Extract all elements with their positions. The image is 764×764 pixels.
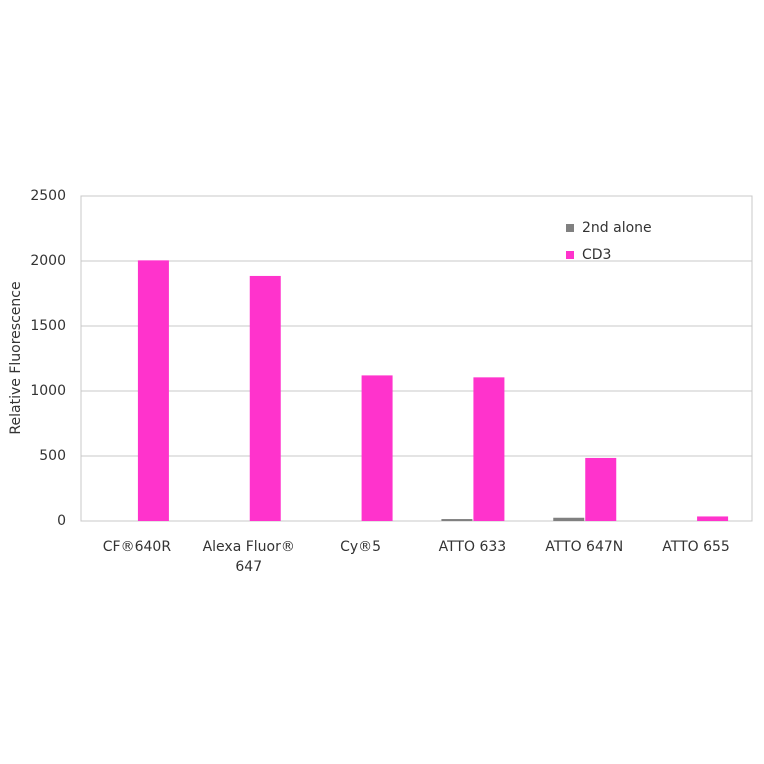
x-tick-label: CF®640R	[102, 539, 172, 555]
bar	[137, 260, 169, 521]
legend-swatch	[566, 224, 574, 232]
x-tick-label: Cy®5	[340, 539, 382, 555]
y-tick-label: 1500	[30, 318, 66, 334]
y-tick-label: 500	[39, 448, 66, 464]
y-tick-label: 2000	[30, 253, 66, 269]
bar	[361, 375, 393, 521]
bar	[553, 517, 585, 521]
legend-label: 2nd alone	[582, 220, 652, 236]
bar	[585, 457, 617, 521]
x-tick-label: ATTO 633	[438, 539, 507, 555]
bar	[697, 516, 729, 521]
x-tick-label: Alexa Fluor® 647	[202, 539, 295, 575]
y-tick-label: 0	[57, 513, 66, 529]
bar	[249, 275, 281, 521]
legend-swatch	[566, 251, 574, 259]
y-axis-label: Relative Fluorescence	[8, 281, 24, 434]
x-tick-label: ATTO 647N	[545, 539, 624, 555]
y-tick-label: 2500	[30, 188, 66, 204]
bar	[473, 377, 505, 521]
bar	[441, 519, 473, 521]
y-tick-label: 1000	[30, 383, 66, 399]
legend-label: CD3	[582, 247, 611, 263]
plot-border	[80, 195, 753, 522]
x-tick-label: ATTO 655	[662, 539, 730, 555]
